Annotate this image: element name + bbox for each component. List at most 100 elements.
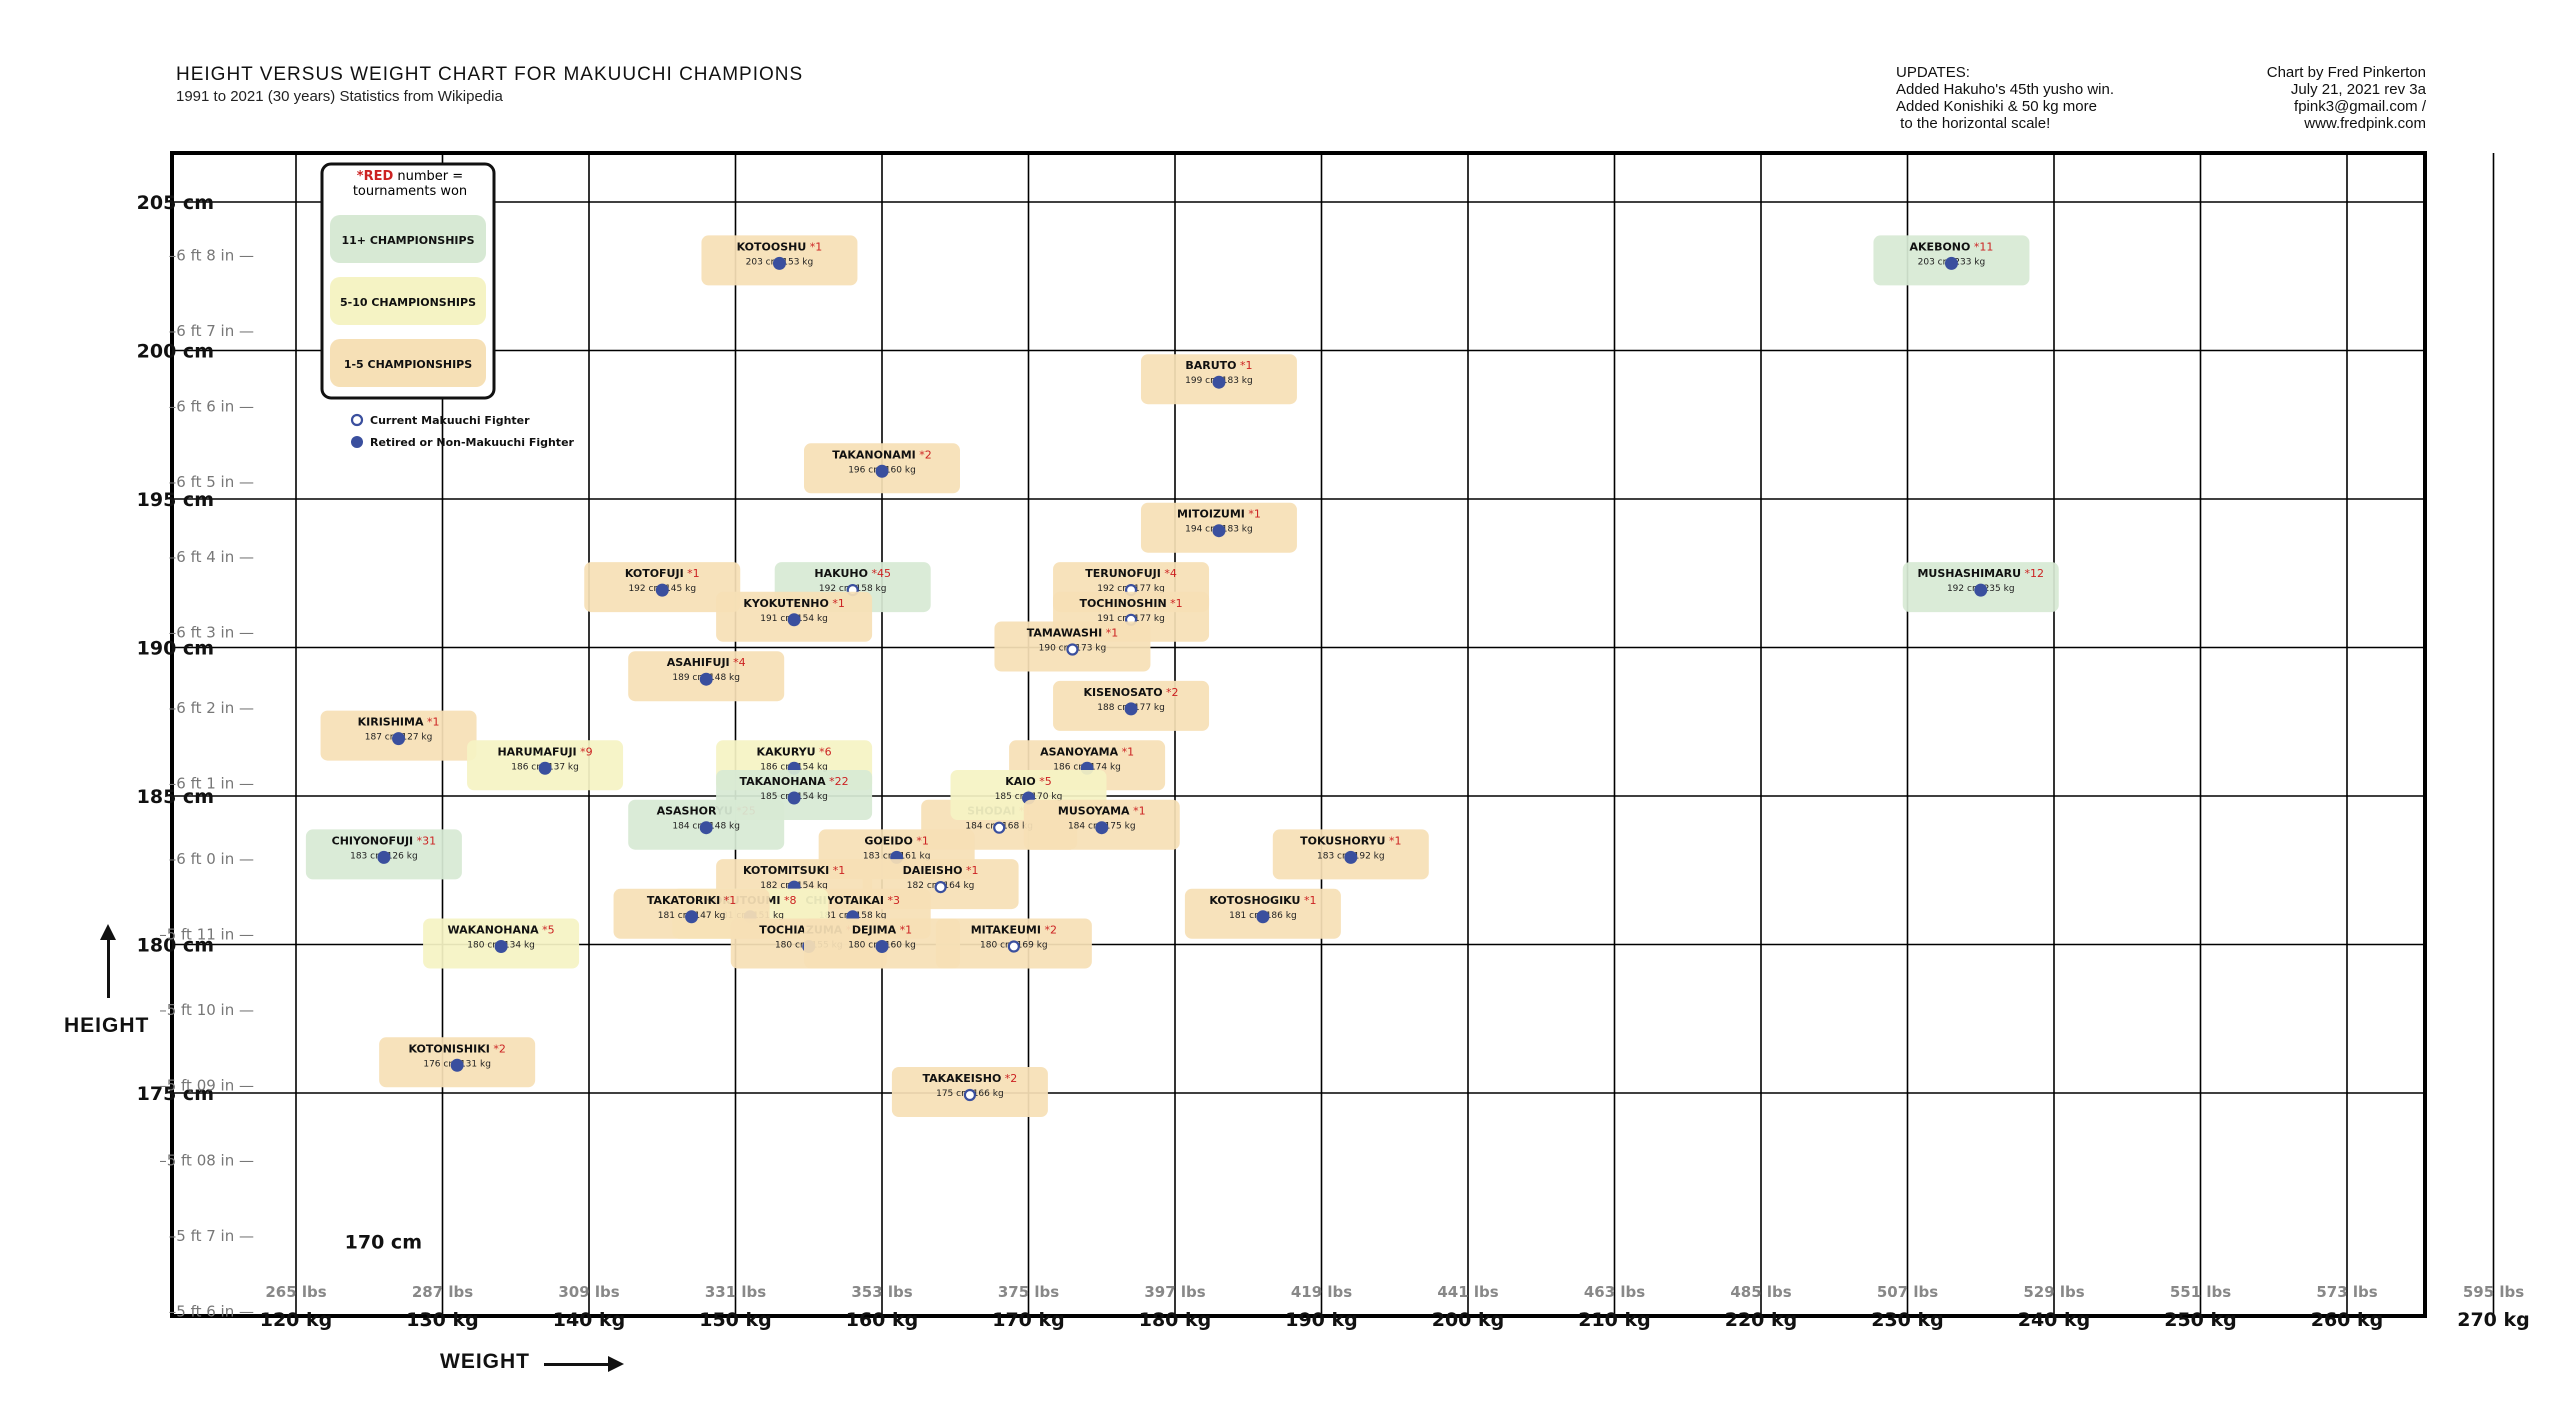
point-name: KOTONISHIKI *2 xyxy=(408,1042,505,1055)
x-tick-kg: 150 kg xyxy=(699,1309,772,1331)
point-name: ASANOYAMA *1 xyxy=(1040,745,1134,758)
x-tick-kg: 230 kg xyxy=(1871,1309,1944,1331)
axis-layer: 265 lbs 120 kg 287 lbs 130 kg 309 lbs 140 kg 3… xyxy=(137,192,2530,1331)
legend-retired-label: Retired or Non-Makuuchi Fighter xyxy=(370,436,575,449)
fighter-name: WAKANOHANA xyxy=(448,924,540,937)
legend-line-2: tournaments won xyxy=(353,184,467,199)
y-tick-ftin: –5 ft 09 in — xyxy=(159,1076,254,1094)
current-fighter-marker xyxy=(1066,643,1079,656)
x-tick-kg: 210 kg xyxy=(1578,1309,1651,1331)
x-axis-title: WEIGHT xyxy=(440,1350,530,1373)
fighter-wins: *2 xyxy=(1163,686,1179,699)
y-tick-cm: 180 cm xyxy=(137,935,214,957)
fighter-wins: *1 xyxy=(1118,745,1134,758)
fighter-wins: *6 xyxy=(816,745,832,758)
retired-fighter-marker xyxy=(1212,375,1226,389)
fighter-wins: *1 xyxy=(1385,834,1401,847)
y-tick-ftin: –6 ft 4 in — xyxy=(169,548,254,566)
point-name: TAKANOHANA *22 xyxy=(739,775,848,788)
x-tick-kg: 260 kg xyxy=(2311,1309,2384,1331)
retired-fighter-marker xyxy=(1344,850,1358,864)
point-name: KOTOFUJI *1 xyxy=(625,567,700,580)
fighter-name: KYOKUTENHO xyxy=(743,597,829,610)
point-name: TOCHINOSHIN *1 xyxy=(1079,597,1182,610)
point-name: AKEBONO *11 xyxy=(1910,240,1994,253)
current-fighter-marker xyxy=(993,821,1006,834)
legend-red-rest: number = xyxy=(393,169,463,184)
fighter-name: ASAHIFUJI xyxy=(667,656,730,669)
fighter-name: KOTOMITSUKI xyxy=(743,864,829,877)
point-name: DEJIMA *1 xyxy=(852,924,912,937)
fighter-wins: *1 xyxy=(913,834,929,847)
fighter-name: HARUMAFUJI xyxy=(497,745,576,758)
fighter-wins: *2 xyxy=(490,1042,506,1055)
fighter-wins: *45 xyxy=(868,567,891,580)
point-name: TAKANONAMI *2 xyxy=(832,448,932,461)
fighter-name: CHIYONOFUJI xyxy=(332,834,414,847)
legend-tier-label: 5-10 CHAMPIONSHIPS xyxy=(340,296,476,309)
retired-fighter-marker xyxy=(1095,821,1109,835)
x-tick-kg: 180 kg xyxy=(1139,1309,1212,1331)
retired-fighter-marker xyxy=(1256,910,1270,924)
fighter-name: HAKUHO xyxy=(814,567,868,580)
retired-fighter-marker xyxy=(875,940,889,953)
point-name: HARUMAFUJI *9 xyxy=(497,745,592,758)
y-tick-ftin: –6 ft 3 in — xyxy=(169,624,254,642)
updates-line-1: UPDATES: xyxy=(1896,64,1970,81)
legend-red-note: *RED number = xyxy=(357,169,463,184)
credit-line-4: www.fredpink.com xyxy=(2304,115,2426,132)
retired-fighter-marker xyxy=(377,850,391,864)
current-fighter-marker xyxy=(963,1088,977,1102)
y-tick-ftin: –5 ft 08 in — xyxy=(159,1152,254,1170)
point-name: CHIYONOFUJI *31 xyxy=(332,834,437,847)
point-name: GOEIDO *1 xyxy=(864,834,928,847)
fighter-wins: *1 xyxy=(829,597,845,610)
y-tick-ftin: –5 ft 7 in — xyxy=(169,1227,254,1245)
point-name: KYOKUTENHO *1 xyxy=(743,597,845,610)
fighter-name: KOTOSHOGIKU xyxy=(1209,894,1300,907)
updates-line-2: Added Hakuho's 45th yusho win. xyxy=(1896,81,2115,98)
point-name: TOKUSHORYU *1 xyxy=(1300,834,1401,847)
credit-line-3: fpink3@gmail.com / xyxy=(2294,98,2426,115)
fighter-name: DEJIMA xyxy=(852,924,897,937)
legend-box: *RED number =tournaments won 11+ CHAMPION… xyxy=(320,162,575,449)
x-tick-lbs: 331 lbs xyxy=(705,1283,766,1301)
credit-line-1: Chart by Fred Pinkerton xyxy=(2266,64,2426,81)
y-tick-ftin: –5 ft 11 in — xyxy=(159,925,254,943)
fighter-name: MITAKEUMI xyxy=(971,924,1041,937)
fighter-name: KISENOSATO xyxy=(1084,686,1163,699)
point-name: TAKATORIKI *1 xyxy=(647,894,736,907)
fighter-name: KAIO xyxy=(1005,775,1035,788)
fighter-name: MITOIZUMI xyxy=(1177,508,1245,521)
retired-fighter-marker xyxy=(699,672,713,686)
fighter-wins: *2 xyxy=(1041,924,1057,937)
retired-fighter-marker xyxy=(450,1058,464,1072)
y-tick-ftin: –6 ft 8 in — xyxy=(169,246,254,264)
x-tick-kg: 120 kg xyxy=(260,1309,333,1331)
fighter-name: DAIEISHO xyxy=(903,864,963,877)
fighter-wins: *1 xyxy=(1102,627,1118,640)
retired-fighter-marker xyxy=(787,613,801,627)
fighter-name: KOTONISHIKI xyxy=(408,1042,489,1055)
point-name: MITAKEUMI *2 xyxy=(971,924,1057,937)
y-tick-ftin: –5 ft 6 in — xyxy=(169,1303,254,1321)
legend-current-marker xyxy=(350,413,364,427)
fighter-name: ASANOYAMA xyxy=(1040,745,1118,758)
fighter-name: KOTOFUJI xyxy=(625,567,684,580)
y-tick-cm: 190 cm xyxy=(137,638,214,660)
retired-fighter-marker xyxy=(685,910,699,924)
y-tick-ftin: –6 ft 1 in — xyxy=(169,775,254,793)
point-name: KOTOMITSUKI *1 xyxy=(743,864,845,877)
x-tick-lbs: 507 lbs xyxy=(1877,1283,1938,1301)
fighter-wins: *1 xyxy=(963,864,979,877)
